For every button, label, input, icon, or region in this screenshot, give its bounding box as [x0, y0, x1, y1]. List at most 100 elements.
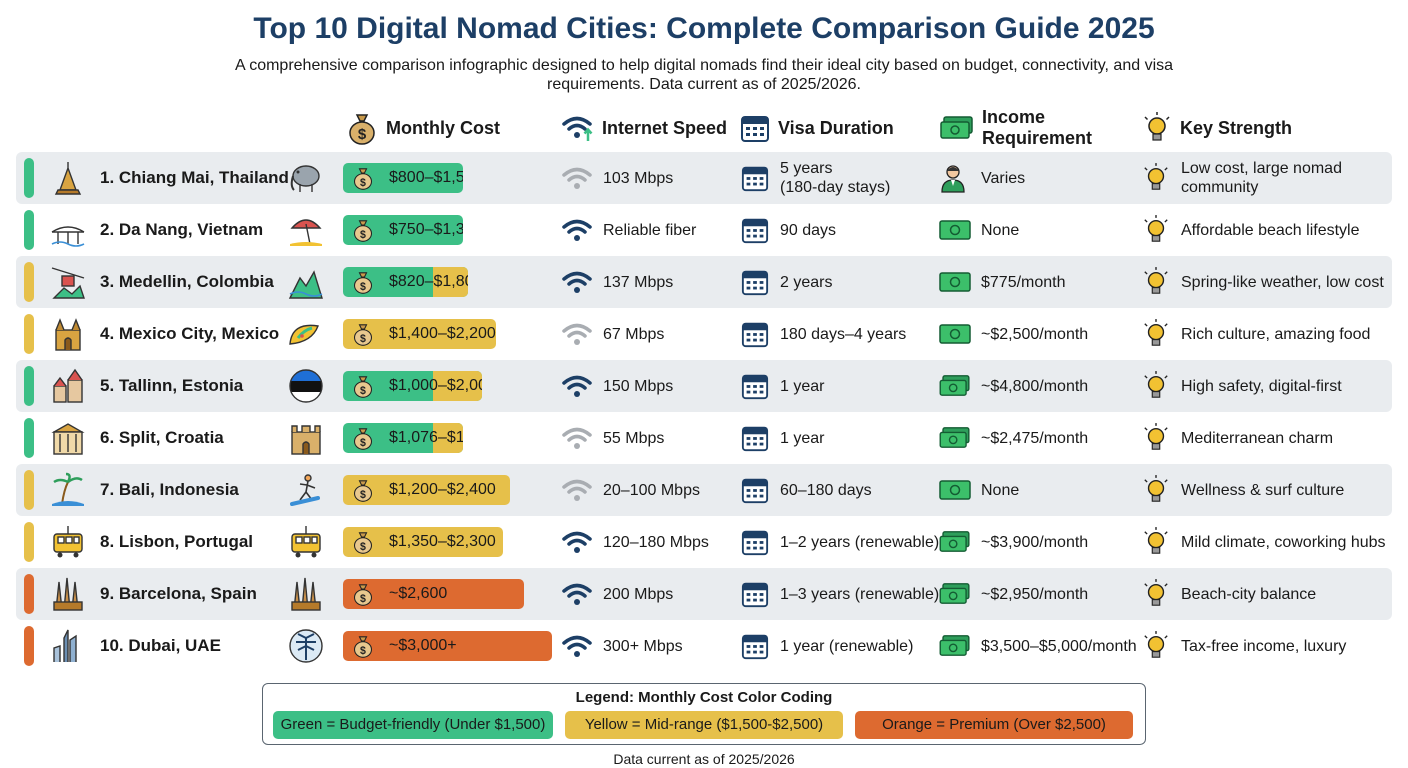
city-name: 6. Split, Croatia — [100, 428, 224, 447]
rank-color-bar — [24, 626, 34, 666]
visa-duration: 1 year — [780, 429, 825, 447]
wifi-icon — [562, 568, 592, 620]
cash-stack-icon — [940, 115, 974, 141]
elephant-icon — [288, 152, 324, 204]
cost-bar-fill — [343, 579, 525, 609]
calendar-icon — [741, 152, 769, 204]
cash-stack-icon — [939, 620, 971, 672]
wifi-icon — [562, 152, 592, 204]
income-requirement: ~$3,900/month — [981, 533, 1089, 551]
rank-color-bar — [24, 574, 34, 614]
rank-color-bar — [24, 210, 34, 250]
cable-car-icon — [50, 256, 86, 308]
palm-beach-icon — [50, 464, 86, 516]
key-strength: High safety, digital-first — [1181, 377, 1342, 395]
internet-speed: Reliable fiber — [603, 221, 697, 239]
money-bag-icon: $ — [351, 634, 375, 661]
header-income-requirement: Income Requirement — [940, 106, 1132, 150]
cost-value: $1,000–$2,000 — [389, 377, 482, 394]
city-name: 4. Mexico City, Mexico — [100, 324, 280, 343]
city-name: 1. Chiang Mai, Thailand — [100, 168, 289, 187]
cost-bar-mid-segment — [433, 423, 463, 453]
calendar-icon — [741, 568, 769, 620]
cost-bar: $ $800–$1,500 — [343, 163, 463, 193]
lightbulb-icon — [1142, 152, 1170, 204]
table-row: 4. Mexico City, Mexico $ $1,400–$2,200 67 M… — [16, 308, 1392, 360]
person-icon — [939, 152, 967, 204]
key-strength: Affordable beach lifestyle — [1181, 221, 1360, 239]
money-bag-icon: $ — [346, 111, 378, 145]
svg-text:$: $ — [360, 281, 366, 293]
lightbulb-icon — [1142, 620, 1170, 672]
rank-color-bar — [24, 158, 34, 198]
city-name: 8. Lisbon, Portugal — [100, 532, 254, 551]
lightbulb-icon — [1142, 204, 1170, 256]
palm-island-icon — [288, 620, 324, 672]
table-row: 3. Medellin, Colombia $ $820–$1,800 137 Mbp… — [16, 256, 1392, 308]
cash-stack-icon — [939, 568, 971, 620]
key-strength: Rich culture, amazing food — [1181, 325, 1371, 343]
money-bag-icon: $ — [351, 426, 375, 453]
skyscraper-icon — [50, 620, 86, 672]
key-strength: Low cost, large nomad community — [1181, 160, 1342, 196]
internet-speed: 20–100 Mbps — [603, 481, 700, 499]
income-requirement: $3,500–$5,000/month — [981, 637, 1137, 655]
header-internet-label: Internet Speed — [602, 117, 728, 138]
internet-speed: 120–180 Mbps — [603, 533, 709, 551]
city-name: 3. Medellin, Colombia — [100, 272, 274, 291]
money-bag-icon: $ — [351, 478, 375, 505]
key-strength: Tax-free income, luxury — [1181, 637, 1347, 655]
table-row: 6. Split, Croatia $ $1,076–$1,614 55 Mbps 1 … — [16, 412, 1392, 464]
visa-duration: 60–180 days — [780, 481, 872, 499]
key-strength: Beach-city balance — [1181, 585, 1317, 603]
cost-value: $1,400–$2,200 — [389, 325, 496, 342]
tram-icon — [50, 516, 86, 568]
internet-speed: 137 Mbps — [603, 273, 674, 291]
cost-bar: $ $1,000–$2,000 — [343, 371, 483, 401]
money-bag-icon: $ — [351, 166, 375, 193]
calendar-icon — [741, 308, 769, 360]
page-subtitle: A comprehensive comparison infographic d… — [234, 57, 1174, 93]
svg-text:$: $ — [360, 593, 366, 605]
surfer-icon — [288, 464, 324, 516]
income-requirement: None — [981, 221, 1020, 239]
income-requirement: $775/month — [981, 273, 1066, 291]
sagrada-familia-icon — [50, 568, 86, 620]
wifi-icon — [562, 464, 592, 516]
calendar-icon — [741, 516, 769, 568]
calendar-icon — [741, 620, 769, 672]
cathedral-icon — [50, 308, 86, 360]
lightbulb-icon — [1142, 112, 1172, 144]
temple-icon — [50, 152, 86, 204]
city-name: 10. Dubai, UAE — [100, 636, 221, 655]
cost-bar: $ $1,400–$2,200 — [343, 319, 497, 349]
table-row: 1. Chiang Mai, Thailand $ $800–$1,500 103 M… — [16, 152, 1392, 204]
cost-bar: $ $1,200–$2,400 — [343, 475, 511, 505]
wifi-icon — [562, 412, 592, 464]
header-key-strength: Key Strength — [1142, 106, 1292, 150]
visa-duration: 5 years (180-day stays) — [780, 160, 891, 196]
city-name: 5. Tallinn, Estonia — [100, 376, 244, 395]
wifi-icon — [562, 204, 592, 256]
income-requirement: ~$2,950/month — [981, 585, 1089, 603]
cash-icon — [939, 256, 971, 308]
table-row: 5. Tallinn, Estonia $ $1,000–$2,000 150 Mbp… — [16, 360, 1392, 412]
cash-icon — [939, 464, 971, 516]
lightbulb-icon — [1142, 464, 1170, 516]
rank-color-bar — [24, 470, 34, 510]
table-row: 10. Dubai, UAE $ ~$3,000+ 300+ Mbps 1 year (… — [16, 620, 1392, 672]
cost-value: $800–$1,500 — [389, 169, 463, 186]
cost-value: ~$3,000+ — [389, 637, 457, 654]
key-strength: Mild climate, coworking hubs — [1181, 533, 1386, 551]
rank-color-bar — [24, 262, 34, 302]
footer-note: Data current as of 2025/2026 — [613, 751, 795, 767]
internet-speed: 150 Mbps — [603, 377, 674, 395]
visa-duration: 1 year — [780, 377, 825, 395]
cost-legend: Legend: Monthly Cost Color Coding Green … — [262, 683, 1146, 745]
rank-color-bar — [24, 418, 34, 458]
wifi-icon — [562, 308, 592, 360]
calendar-icon — [741, 204, 769, 256]
key-strength: Mediterranean charm — [1181, 429, 1334, 447]
lightbulb-icon — [1142, 412, 1170, 464]
visa-duration: 180 days–4 years — [780, 325, 907, 343]
